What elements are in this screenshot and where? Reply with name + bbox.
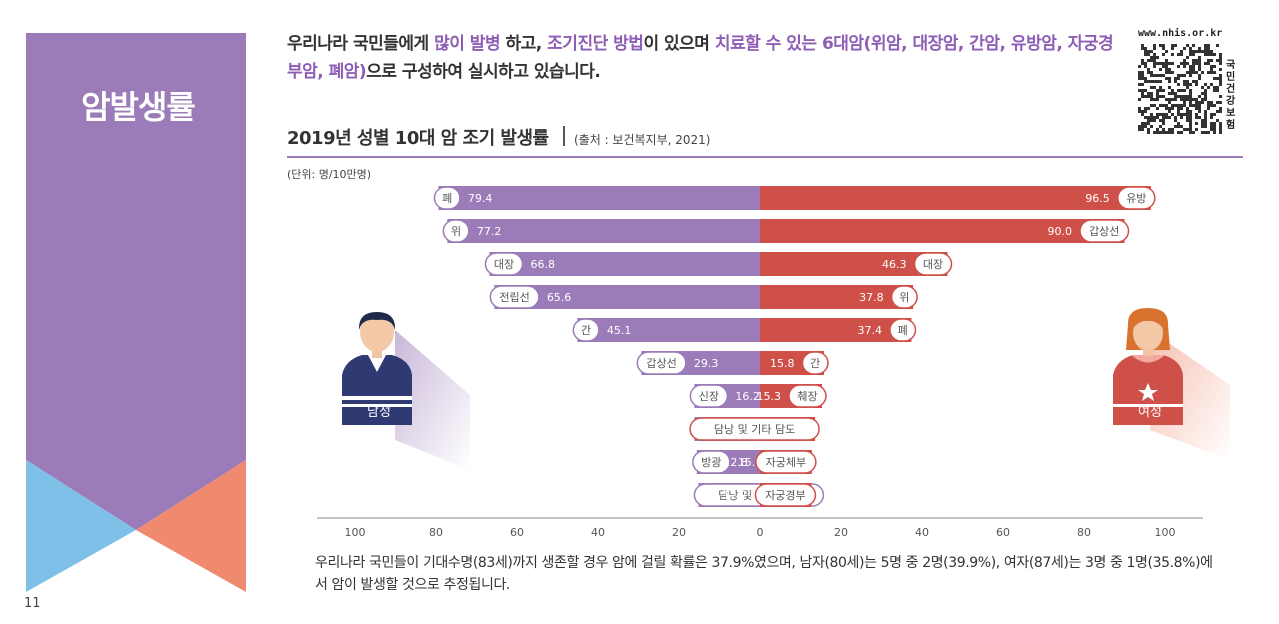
male-category-tag [442, 219, 470, 243]
male-value-label: 65.6 [547, 291, 572, 304]
male-value-label: 66.8 [530, 258, 555, 271]
male-bar [577, 318, 760, 342]
male-bar [489, 252, 760, 276]
female-category-label: 간 [810, 357, 820, 370]
male-bar [438, 186, 760, 210]
chart-source: (출처 : 보건복지부, 2021) [574, 133, 711, 147]
male-value-label: 77.2 [477, 225, 502, 238]
female-category-tag [1079, 219, 1130, 243]
x-tick-label: 40 [915, 526, 929, 539]
female-figure: 여성 [1113, 308, 1230, 460]
male-category-tag [689, 384, 729, 408]
male-value-label: 29.3 [694, 357, 719, 370]
male-value-label: 15.2 [831, 489, 856, 502]
male-category-label: 방광 [701, 456, 721, 469]
female-category-label: 폐 [898, 324, 908, 337]
female-category-label: 담낭 및 기타 담도 [714, 423, 795, 436]
male-category-tag [692, 450, 731, 474]
female-category-label: 자궁체부 [766, 456, 806, 469]
x-tick-label: 60 [996, 526, 1010, 539]
intro-segment: 우리나라 국민들에게 [287, 34, 435, 54]
female-value-label: 96.5 [1085, 192, 1110, 205]
male-category-label: 위 [451, 225, 461, 238]
female-value-label: 15.3 [756, 390, 781, 403]
female-category-tag [754, 483, 817, 507]
male-category-tag [489, 285, 540, 309]
intro-highlight: 치료할 수 있는 6대암(위암, 대장암, 간암, 유방암, 자궁경부암, 폐암… [287, 34, 1114, 82]
female-category-label: 대장 [923, 258, 943, 271]
male-value-label: 45.1 [607, 324, 632, 337]
male-label: 남성 [367, 405, 391, 420]
female-category-tag [913, 252, 953, 276]
male-category-tag [636, 351, 687, 375]
female-value-label: 15.8 [770, 357, 795, 370]
female-category-label: 자궁경부 [765, 489, 805, 502]
male-category-tag [572, 318, 600, 342]
footer-text: 우리나라 국민들이 기대수명(83세)까지 생존할 경우 암에 걸릴 확률은 3… [315, 555, 1213, 593]
male-value-label: 79.4 [468, 192, 493, 205]
chart-unit: (단위: 명/10만명) [287, 168, 372, 181]
intro-text: 우리나라 국민들에게 많이 발병 하고, 조기진단 방법이 있으며 치료할 수 … [287, 30, 1117, 86]
female-category-tag [889, 318, 917, 342]
male-category-label: 신장 [699, 390, 719, 403]
male-category-label: 대장 [494, 258, 514, 271]
female-bar [760, 318, 912, 342]
x-tick-label: 20 [672, 526, 686, 539]
female-category-label: 갑상선 [1089, 225, 1119, 238]
male-category-label: 폐 [442, 192, 452, 205]
x-tick-label: 80 [1077, 526, 1091, 539]
female-category-tag [1117, 186, 1156, 210]
intro-highlight: 조기진단 방법 [547, 34, 644, 54]
title-rule [287, 156, 1243, 158]
x-tick-label: 100 [1155, 526, 1176, 539]
page-number: 11 [24, 596, 41, 611]
qr-org-label: 국민건강보험 [1226, 60, 1236, 131]
female-value-label: 46.3 [882, 258, 907, 271]
female-bar [760, 186, 1151, 210]
male-category-tag [433, 186, 461, 210]
chart-title: 2019년 성별 10대 암 조기 발생률 [287, 128, 549, 149]
intro-segment: 으로 구성하여 실시하고 있습니다. [366, 62, 601, 82]
x-tick-label: 60 [510, 526, 524, 539]
female-bar [760, 285, 914, 309]
female-category-label: 유방 [1126, 192, 1146, 205]
male-figure: 남성 [342, 312, 470, 470]
female-label: 여성 [1138, 405, 1162, 420]
section-title: 암발생률 [81, 88, 196, 126]
female-category-tag [689, 417, 820, 441]
female-bar [760, 219, 1125, 243]
female-value-label: 37.4 [857, 324, 882, 337]
x-tick-label: 40 [591, 526, 605, 539]
male-category-tag [484, 252, 524, 276]
female-category-tag [755, 450, 817, 474]
title-separator [563, 126, 565, 146]
intro-segment: 이 있으며 [643, 34, 715, 54]
female-category-tag [788, 384, 827, 408]
female-value-label: 12.7 [723, 489, 748, 502]
female-category-tag [801, 351, 829, 375]
female-category-tag [890, 285, 918, 309]
female-value-label: 37.8 [859, 291, 884, 304]
x-tick-label: 20 [834, 526, 848, 539]
female-category-label: 췌장 [797, 390, 817, 403]
male-category-label: 간 [581, 324, 591, 337]
female-category-label: 위 [899, 291, 909, 304]
intro-segment: 하고, [500, 34, 548, 54]
side-panel: 암발생률 [0, 0, 260, 624]
female-value-label: 90.0 [1048, 225, 1073, 238]
side-ribbon-graphic [26, 33, 246, 592]
x-tick-label: 80 [429, 526, 443, 539]
male-category-label: 갑상선 [646, 357, 676, 370]
female-value-label: 12.8 [723, 456, 748, 469]
x-tick-label: 0 [757, 526, 764, 539]
female-value-label: 13.6 [658, 423, 683, 436]
male-bar [447, 219, 760, 243]
x-tick-label: 100 [345, 526, 366, 539]
male-category-label: 전립선 [499, 291, 529, 304]
qr-code-icon [1138, 44, 1222, 134]
male-value-label: 16.2 [735, 390, 760, 403]
qr-url: www.nhis.or.kr [1138, 28, 1223, 39]
intro-highlight: 많이 발병 [434, 34, 501, 54]
